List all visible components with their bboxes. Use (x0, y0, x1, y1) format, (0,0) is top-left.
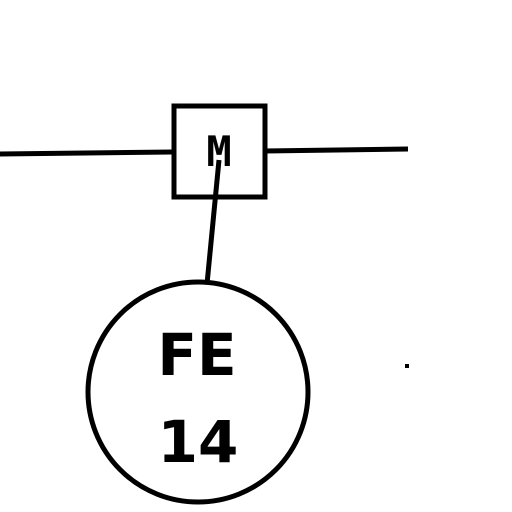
process-line-left (0, 149, 173, 157)
inline-meter-box (171, 103, 268, 200)
signal-line (204, 159, 222, 285)
process-line-right (264, 146, 409, 154)
instrument-bubble (85, 279, 311, 505)
instrument-function-code: FE (157, 321, 236, 389)
instrument-tag-number: 14 (158, 408, 239, 476)
stray-dot (405, 364, 409, 368)
